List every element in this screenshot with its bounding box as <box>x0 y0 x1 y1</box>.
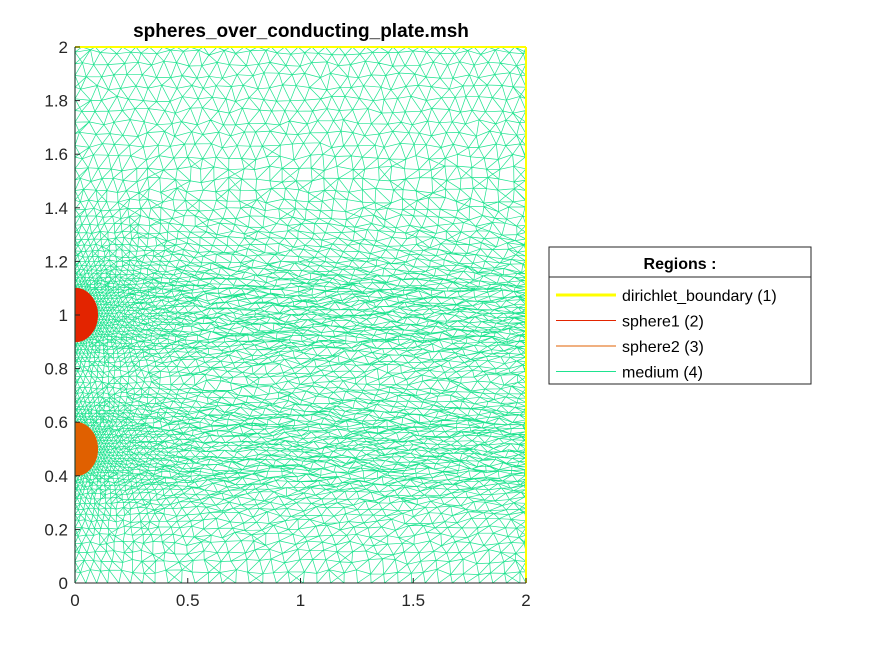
legend: Regions : dirichlet_boundary (1) sphere1 … <box>548 246 812 385</box>
x-tick-label: 2 <box>521 591 530 610</box>
legend-label: medium (4) <box>622 365 703 382</box>
y-axis-ticks: 0 0.2 0.4 0.6 0.8 1 1.2 1.4 1.6 1.8 2 <box>44 38 80 593</box>
y-tick-label: 1.6 <box>44 145 68 164</box>
y-tick-label: 0.4 <box>44 467 68 486</box>
y-tick-label: 0.8 <box>44 360 68 379</box>
legend-title: Regions : <box>644 256 717 273</box>
x-tick-label: 1 <box>296 591 305 610</box>
y-tick-label: 1.4 <box>44 199 68 218</box>
legend-box <box>548 246 812 385</box>
x-tick-label: 0 <box>70 591 79 610</box>
sphere1-region <box>74 287 99 343</box>
y-tick-label: 1.2 <box>44 252 68 271</box>
legend-label: dirichlet_boundary (1) <box>622 288 777 305</box>
legend-label: sphere1 (2) <box>622 314 704 331</box>
x-tick-label: 1.5 <box>401 591 425 610</box>
legend-label: sphere2 (3) <box>622 339 704 356</box>
x-tick-label: 0.5 <box>176 591 200 610</box>
chart-title: spheres_over_conducting_plate.msh <box>133 21 469 42</box>
legend-entries: dirichlet_boundary (1) sphere1 (2) sphere2… <box>556 288 777 382</box>
y-tick-label: 0 <box>59 574 68 593</box>
plot-area <box>74 46 527 584</box>
sphere2-region <box>74 421 99 477</box>
y-tick-label: 0.2 <box>44 520 68 539</box>
x-axis-ticks: 0 0.5 1 1.5 2 <box>70 578 531 610</box>
y-tick-label: 1.8 <box>44 92 68 111</box>
region-layer <box>74 287 99 477</box>
y-tick-label: 1 <box>59 306 68 325</box>
y-tick-label: 0.6 <box>44 413 68 432</box>
y-tick-label: 2 <box>59 38 68 57</box>
